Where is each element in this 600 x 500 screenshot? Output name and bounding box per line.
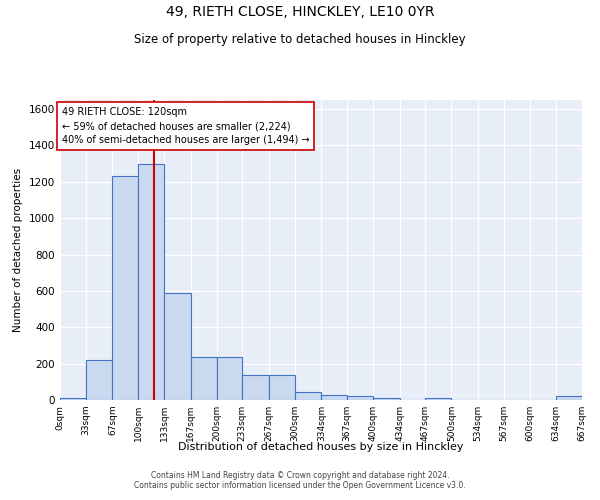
Y-axis label: Number of detached properties: Number of detached properties <box>13 168 23 332</box>
Bar <box>322 396 347 400</box>
Bar <box>138 164 164 400</box>
Bar <box>60 398 86 400</box>
Bar <box>295 392 322 400</box>
Bar <box>86 360 112 400</box>
Bar <box>425 398 451 400</box>
Bar <box>556 396 582 400</box>
Text: 49 RIETH CLOSE: 120sqm
← 59% of detached houses are smaller (2,224)
40% of semi-: 49 RIETH CLOSE: 120sqm ← 59% of detached… <box>62 108 309 146</box>
Text: 49, RIETH CLOSE, HINCKLEY, LE10 0YR: 49, RIETH CLOSE, HINCKLEY, LE10 0YR <box>166 5 434 19</box>
Bar <box>269 374 295 400</box>
Bar <box>242 374 269 400</box>
Text: Size of property relative to detached houses in Hinckley: Size of property relative to detached ho… <box>134 32 466 46</box>
Bar <box>164 292 191 400</box>
Bar <box>112 176 138 400</box>
Text: Contains HM Land Registry data © Crown copyright and database right 2024.
Contai: Contains HM Land Registry data © Crown c… <box>134 470 466 490</box>
Bar <box>191 358 217 400</box>
Text: Distribution of detached houses by size in Hinckley: Distribution of detached houses by size … <box>178 442 464 452</box>
Bar <box>347 396 373 400</box>
Bar <box>373 398 400 400</box>
Bar <box>217 358 242 400</box>
